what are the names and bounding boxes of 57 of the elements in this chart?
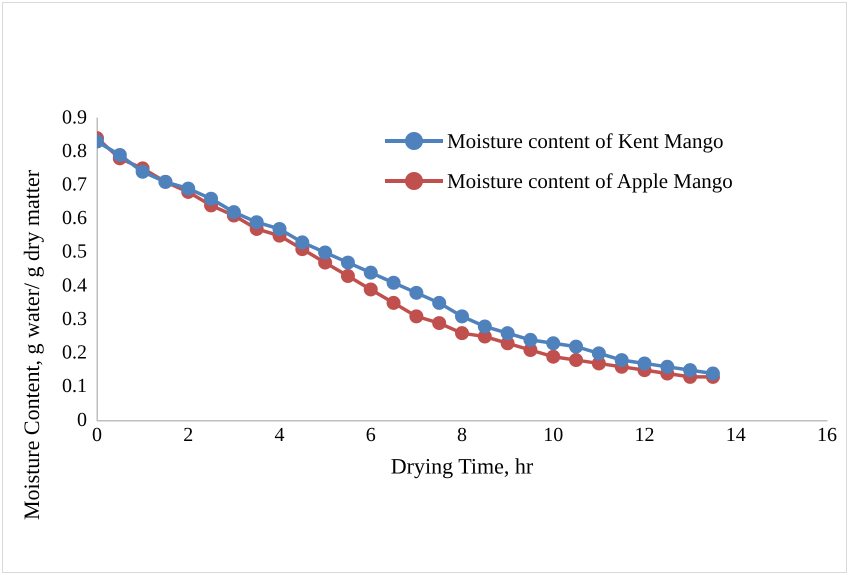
point [226, 205, 241, 220]
point [546, 350, 560, 364]
point [409, 286, 424, 300]
point [546, 336, 560, 350]
point [478, 319, 492, 334]
point [523, 332, 538, 347]
point [569, 353, 584, 368]
point [364, 266, 378, 280]
x-axis-title: Drying Time, hr [390, 454, 534, 479]
x-tick-label: 2 [183, 424, 194, 446]
point [706, 366, 720, 381]
point [295, 235, 310, 250]
x-tick-label: 4 [274, 424, 284, 446]
point [683, 363, 698, 378]
y-tick-label: 0.7 [62, 173, 87, 196]
y-tick-label: 0.4 [62, 274, 87, 296]
y-tick-label: 0.2 [62, 342, 87, 364]
point [455, 309, 469, 324]
legend-label: Moisture content of Apple Mango [447, 168, 733, 194]
point [112, 148, 127, 162]
point [386, 276, 401, 290]
point [204, 192, 218, 206]
x-tick-label: 14 [726, 424, 746, 446]
y-tick-label: 0 [77, 408, 87, 431]
point [660, 360, 674, 374]
point [409, 309, 424, 324]
x-tick-label: 0 [92, 424, 102, 446]
point [500, 326, 515, 340]
point [614, 353, 629, 368]
y-tick-label: 0.1 [62, 375, 87, 398]
point [136, 164, 150, 179]
y-tick-label: 0.3 [62, 308, 87, 330]
point [340, 256, 355, 270]
x-tick-label: 8 [457, 424, 467, 446]
y-tick-label: 0.9 [62, 106, 87, 128]
point [569, 340, 584, 354]
point [318, 245, 332, 260]
point [386, 296, 401, 310]
y-axis-title: Moisture Content, g water/ g dry matter [19, 170, 45, 520]
point [592, 346, 606, 360]
y-tick-label: 0.6 [62, 207, 87, 230]
x-tick-label: 10 [543, 424, 564, 446]
point [455, 326, 469, 340]
point [432, 316, 446, 330]
legend-label: Moisture content of Kent Mango [447, 128, 724, 154]
point [250, 215, 264, 230]
point [272, 222, 286, 236]
point [340, 269, 355, 284]
point [181, 182, 196, 196]
point [432, 296, 446, 310]
x-tick-label: 6 [366, 424, 376, 446]
point [638, 356, 652, 370]
x-tick-label: 16 [817, 424, 837, 446]
point [364, 282, 378, 296]
x-tick-label: 12 [634, 424, 654, 446]
y-tick-label: 0.8 [62, 140, 87, 162]
y-tick-label: 0.5 [62, 240, 87, 263]
